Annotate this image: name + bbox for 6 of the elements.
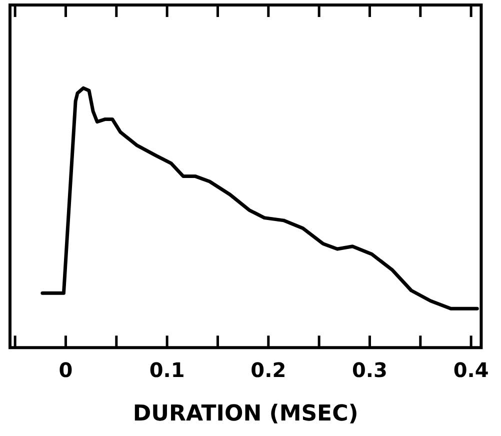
x-axis-title: DURATION (MSEC) <box>132 402 358 427</box>
x-tick-label: 0.4 <box>453 358 489 382</box>
x-tick-label: 0.2 <box>250 358 286 382</box>
x-tick-label: 0.1 <box>149 358 185 382</box>
x-tick-label: 0 <box>58 358 73 382</box>
x-tick-label: 0.3 <box>352 358 388 382</box>
